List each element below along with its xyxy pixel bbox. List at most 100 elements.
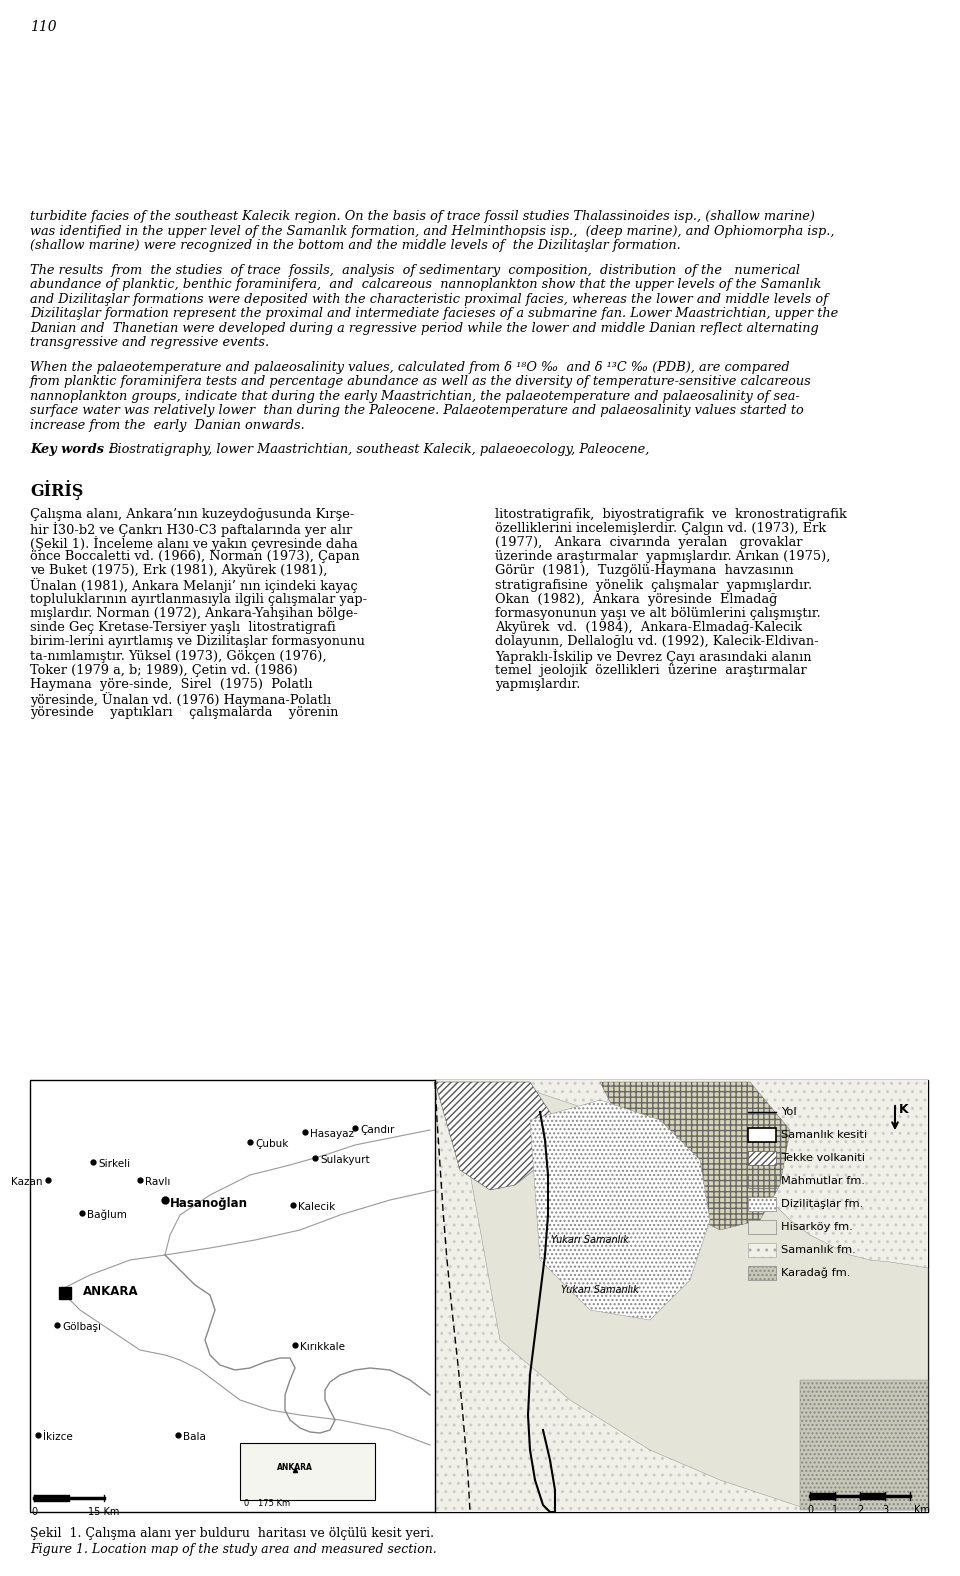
Text: dolayunın, Dellaloğlu vd. (1992), Kalecik-Eldivan-: dolayunın, Dellaloğlu vd. (1992), Kaleci… (495, 635, 819, 648)
Polygon shape (435, 1083, 555, 1190)
Text: ANKARA: ANKARA (83, 1284, 138, 1299)
Text: Bağlum: Bağlum (87, 1210, 127, 1220)
Text: 3: 3 (882, 1505, 888, 1515)
Text: abundance of planktic, benthic foraminifera,  and  calcareous  nannoplankton sho: abundance of planktic, benthic foraminif… (30, 277, 821, 292)
Text: Dizilitaşlar formation represent the proximal and intermediate facieses of a sub: Dizilitaşlar formation represent the pro… (30, 307, 838, 320)
Bar (748, 1243, 776, 1258)
Text: İkizce: İkizce (43, 1433, 73, 1442)
Text: Yukarı Samanlık: Yukarı Samanlık (551, 1236, 629, 1245)
Text: Km: Km (914, 1505, 930, 1515)
Text: temel  jeolojik  özellikleri  üzerine  araştırmalar: temel jeolojik özellikleri üzerine araşt… (495, 663, 806, 676)
Text: Mahmutlar fm.: Mahmutlar fm. (781, 1176, 865, 1187)
Text: önce Boccaletti vd. (1966), Norman (1973), Çapan: önce Boccaletti vd. (1966), Norman (1973… (30, 550, 360, 563)
Text: yapmışlardır.: yapmışlardır. (495, 678, 581, 690)
Bar (435, 1080, 928, 1511)
Text: Görür  (1981),  Tuzgölü-Haymana  havzasının: Görür (1981), Tuzgölü-Haymana havzasının (495, 564, 794, 577)
Polygon shape (455, 1091, 928, 1510)
Text: turbidite facies of the southeast Kalecik region. On the basis of trace fossil s: turbidite facies of the southeast Kaleci… (30, 210, 815, 222)
Text: yöresinde    yaptıkları    çalışmalarda    yörenin: yöresinde yaptıkları çalışmalarda yöreni… (30, 706, 338, 719)
Text: 0: 0 (807, 1505, 813, 1515)
Text: 0: 0 (31, 1507, 37, 1518)
Text: ANKARA: ANKARA (277, 1463, 313, 1472)
Bar (748, 1220, 776, 1234)
Text: Okan  (1982),  Ankara  yöresinde  Elmadağ: Okan (1982), Ankara yöresinde Elmadağ (495, 593, 778, 605)
Bar (748, 1150, 776, 1165)
Text: Ravlı: Ravlı (145, 1177, 170, 1187)
Text: yöresinde, Ünalan vd. (1976) Haymana-Polatlı: yöresinde, Ünalan vd. (1976) Haymana-Pol… (30, 692, 331, 708)
Text: Şekil  1. Çalışma alanı yer bulduru  haritası ve ölçülü kesit yeri.: Şekil 1. Çalışma alanı yer bulduru harit… (30, 1527, 434, 1540)
Text: Kalecik: Kalecik (298, 1202, 335, 1212)
Text: üzerinde araştırmalar  yapmışlardır. Arıkan (1975),: üzerinde araştırmalar yapmışlardır. Arık… (495, 550, 830, 563)
Text: Kazan: Kazan (12, 1177, 43, 1187)
Text: Figure 1. Location map of the study area and measured section.: Figure 1. Location map of the study area… (30, 1543, 437, 1556)
Bar (435, 1080, 928, 1511)
Text: hir İ30-b2 ve Çankrı H30-C3 paftalarında yer alır: hir İ30-b2 ve Çankrı H30-C3 paftalarında… (30, 522, 352, 537)
Text: stratigrafisine  yönelik  çalışmalar  yapmışlardır.: stratigrafisine yönelik çalışmalar yapmı… (495, 578, 812, 591)
Text: birim-lerini ayırtlamış ve Dizilitaşlar formasyonunu: birim-lerini ayırtlamış ve Dizilitaşlar … (30, 635, 365, 648)
Text: 15 Km: 15 Km (88, 1507, 120, 1518)
Text: Çandır: Çandır (360, 1125, 395, 1135)
Text: Tekke volkaniti: Tekke volkaniti (781, 1154, 865, 1163)
Text: Samanlık kesiti: Samanlık kesiti (781, 1130, 867, 1139)
Text: Hasayaz: Hasayaz (310, 1128, 354, 1139)
Text: formasyonunun yaşı ve alt bölümlerini çalışmıştır.: formasyonunun yaşı ve alt bölümlerini ça… (495, 607, 821, 619)
Text: Çubuk: Çubuk (255, 1139, 288, 1149)
Text: Ünalan (1981), Ankara Melanji’ nın içindeki kayaç: Ünalan (1981), Ankara Melanji’ nın içind… (30, 578, 358, 594)
Text: Yapraklı-İskilip ve Devrez Çayı arasındaki alanın: Yapraklı-İskilip ve Devrez Çayı arasında… (495, 649, 811, 665)
Text: Gölbaşı: Gölbaşı (62, 1322, 101, 1332)
Polygon shape (530, 1100, 710, 1321)
Text: 1: 1 (832, 1505, 838, 1515)
Bar (748, 1266, 776, 1280)
Text: Danian and  Thanetian were developed during a regressive period while the lower : Danian and Thanetian were developed duri… (30, 322, 819, 334)
Text: When the palaeotemperature and palaeosalinity values, calculated from δ ¹⁸O ‰  a: When the palaeotemperature and palaeosal… (30, 361, 790, 374)
Text: Sirkeli: Sirkeli (98, 1158, 131, 1169)
Text: K: K (899, 1103, 908, 1116)
Text: nannoplankton groups, indicate that during the early Maastrichtian, the palaeote: nannoplankton groups, indicate that duri… (30, 389, 800, 402)
Bar (748, 1128, 776, 1143)
Text: GİRİŞ: GİRİŞ (30, 479, 84, 500)
Text: (Şekil 1). İnceleme alanı ve yakın çevresinde daha: (Şekil 1). İnceleme alanı ve yakın çevre… (30, 536, 358, 552)
Bar (748, 1198, 776, 1210)
Text: Samanlık fm.: Samanlık fm. (781, 1245, 855, 1254)
Text: Yol: Yol (781, 1106, 797, 1117)
Text: was identified in the upper level of the Samanlık formation, and Helminthopsis i: was identified in the upper level of the… (30, 224, 834, 238)
Text: Yukarı Samanlık: Yukarı Samanlık (562, 1284, 638, 1295)
Text: Kırıkkale: Kırıkkale (300, 1343, 345, 1352)
Text: ta-nımlamıştır. Yüksel (1973), Gökçen (1976),: ta-nımlamıştır. Yüksel (1973), Gökçen (1… (30, 649, 326, 662)
Text: from planktic foraminifera tests and percentage abundance as well as the diversi: from planktic foraminifera tests and per… (30, 375, 812, 388)
Text: The results  from  the studies  of trace  fossils,  analysis  of sedimentary  co: The results from the studies of trace fo… (30, 263, 800, 276)
Text: Dizilitaşlar fm.: Dizilitaşlar fm. (781, 1199, 863, 1209)
Text: Akyürek  vd.  (1984),  Ankara-Elmadağ-Kalecik: Akyürek vd. (1984), Ankara-Elmadağ-Kalec… (495, 621, 802, 634)
Text: Haymana  yöre-sinde,  Sirel  (1975)  Polatlı: Haymana yöre-sinde, Sirel (1975) Polatlı (30, 678, 313, 690)
Bar (240, 1444, 375, 1500)
Text: Key words :: Key words : (30, 443, 118, 455)
Text: 175 Km: 175 Km (258, 1499, 290, 1508)
Text: (shallow marine) were recognized in the bottom and the middle levels of  the Diz: (shallow marine) were recognized in the … (30, 240, 681, 252)
Text: Hasanoğlan: Hasanoğlan (170, 1198, 248, 1210)
Text: transgressive and regressive events.: transgressive and regressive events. (30, 336, 269, 348)
Text: topluluklarının ayırtlanmasıyla ilgili çalışmalar yap-: topluluklarının ayırtlanmasıyla ilgili ç… (30, 593, 367, 605)
Polygon shape (800, 1381, 928, 1510)
Bar (748, 1174, 776, 1188)
Text: (1977),   Ankara  civarında  yeralan   grovaklar: (1977), Ankara civarında yeralan grovakl… (495, 536, 803, 548)
Text: 0: 0 (243, 1499, 249, 1508)
Bar (30, 1080, 928, 1511)
Text: Biostratigraphy, lower Maastrichtian, southeast Kalecik, palaeoecology, Paleocen: Biostratigraphy, lower Maastrichtian, so… (108, 443, 649, 455)
Text: and Dizilitaşlar formations were deposited with the characteristic proximal faci: and Dizilitaşlar formations were deposit… (30, 293, 828, 306)
Text: 110: 110 (30, 20, 57, 35)
Text: surface water was relatively lower  than during the Paleocene. Palaeotemperature: surface water was relatively lower than … (30, 403, 804, 418)
Text: Hisarköy fm.: Hisarköy fm. (781, 1221, 852, 1232)
Text: Bala: Bala (183, 1433, 205, 1442)
Text: Çalışma alanı, Ankara’nın kuzeydoğusunda Kırşe-: Çalışma alanı, Ankara’nın kuzeydoğusunda… (30, 507, 354, 520)
Text: ve Buket (1975), Erk (1981), Akyürek (1981),: ve Buket (1975), Erk (1981), Akyürek (19… (30, 564, 327, 577)
Text: 2: 2 (857, 1505, 863, 1515)
Text: özelliklerini incelemişlerdir. Çalgın vd. (1973), Erk: özelliklerini incelemişlerdir. Çalgın vd… (495, 522, 827, 534)
Polygon shape (600, 1083, 790, 1229)
Text: Sulakyurt: Sulakyurt (320, 1155, 370, 1165)
Text: Karadağ fm.: Karadağ fm. (781, 1269, 851, 1278)
Text: increase from the  early  Danian onwards.: increase from the early Danian onwards. (30, 419, 304, 432)
Text: litostratigrafik,  biyostratigrafik  ve  kronostratigrafik: litostratigrafik, biyostratigrafik ve kr… (495, 507, 847, 520)
Text: mışlardır. Norman (1972), Ankara-Yahşihan bölge-: mışlardır. Norman (1972), Ankara-Yahşiha… (30, 607, 358, 619)
Text: sinde Geç Kretase-Tersiyer yaşlı  litostratigrafi: sinde Geç Kretase-Tersiyer yaşlı litostr… (30, 621, 336, 634)
Text: Toker (1979 a, b; 1989), Çetin vd. (1986): Toker (1979 a, b; 1989), Çetin vd. (1986… (30, 663, 298, 676)
